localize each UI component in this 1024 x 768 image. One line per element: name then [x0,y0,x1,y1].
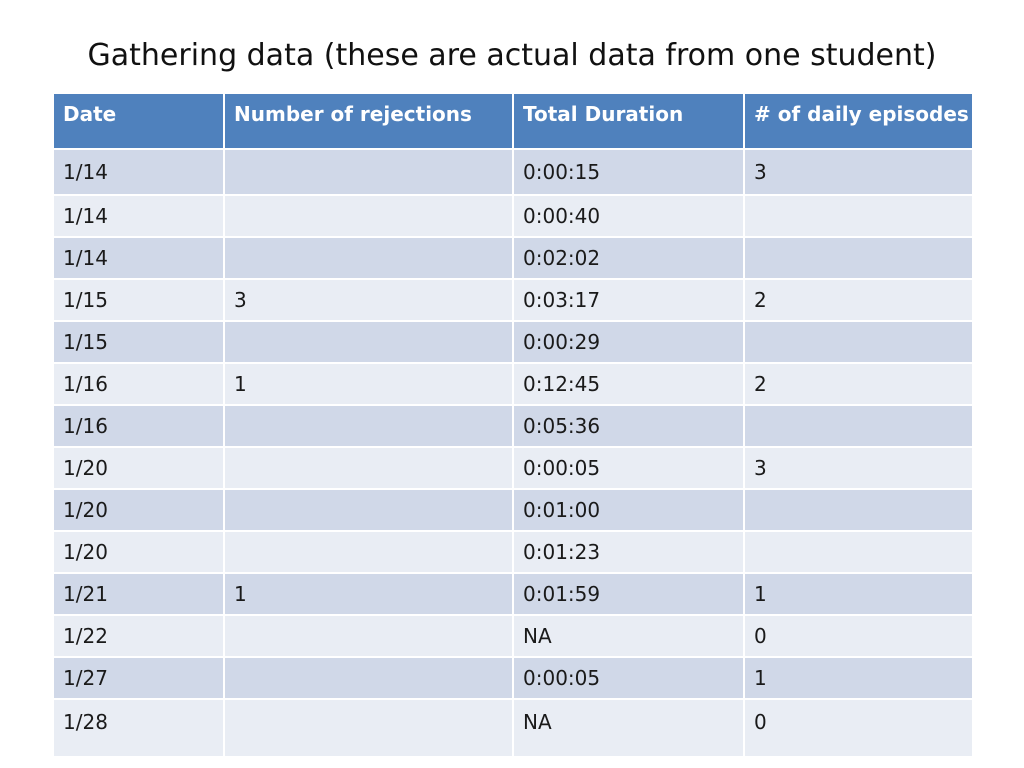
cell-rejections [223,194,514,238]
cell-rejections [223,530,514,574]
table-row: 1/20 0:00:05 3 [52,446,974,490]
cell-rejections [223,320,514,364]
table-row: 1/14 0:02:02 [52,236,974,280]
header-total-duration: Total Duration [512,92,745,150]
table-row: 1/14 0:00:15 3 [52,148,974,196]
cell-date: 1/27 [52,656,225,700]
cell-date: 1/22 [52,614,225,658]
cell-rejections: 1 [223,572,514,616]
cell-date: 1/20 [52,446,225,490]
cell-date: 1/20 [52,530,225,574]
cell-rejections: 3 [223,278,514,322]
table-row: 1/16 0:05:36 [52,404,974,448]
cell-episodes: 2 [743,362,974,406]
cell-rejections [223,404,514,448]
cell-duration: 0:01:00 [512,488,745,532]
cell-duration: 0:00:05 [512,446,745,490]
cell-rejections [223,236,514,280]
table-row: 1/15 0:00:29 [52,320,974,364]
data-table: Date Number of rejections Total Duration… [52,92,974,758]
cell-date: 1/15 [52,278,225,322]
cell-episodes: 3 [743,446,974,490]
cell-episodes: 2 [743,278,974,322]
cell-duration: 0:01:59 [512,572,745,616]
cell-date: 1/14 [52,194,225,238]
cell-duration: 0:01:23 [512,530,745,574]
cell-episodes [743,530,974,574]
cell-episodes: 3 [743,148,974,196]
cell-rejections [223,488,514,532]
cell-rejections [223,148,514,196]
slide-title: Gathering data (these are actual data fr… [87,38,937,73]
cell-date: 1/16 [52,362,225,406]
table-row: 1/20 0:01:00 [52,488,974,532]
header-daily-episodes: # of daily episodes [743,92,974,150]
cell-duration: 0:02:02 [512,236,745,280]
table-row: 1/14 0:00:40 [52,194,974,238]
cell-duration: NA [512,614,745,658]
table-row: 1/20 0:01:23 [52,530,974,574]
cell-duration: 0:05:36 [512,404,745,448]
cell-episodes: 0 [743,698,974,758]
cell-episodes [743,320,974,364]
cell-rejections [223,446,514,490]
cell-rejections [223,698,514,758]
cell-duration: 0:00:29 [512,320,745,364]
cell-duration: 0:00:15 [512,148,745,196]
cell-rejections: 1 [223,362,514,406]
cell-episodes: 1 [743,656,974,700]
table-row: 1/27 0:00:05 1 [52,656,974,700]
cell-date: 1/21 [52,572,225,616]
table-row: 1/15 3 0:03:17 2 [52,278,974,322]
cell-episodes [743,488,974,532]
cell-rejections [223,614,514,658]
cell-duration: NA [512,698,745,758]
cell-date: 1/14 [52,236,225,280]
table-row: 1/28 NA 0 [52,698,974,758]
cell-duration: 0:03:17 [512,278,745,322]
cell-rejections [223,656,514,700]
table-header-row: Date Number of rejections Total Duration… [52,92,974,150]
cell-date: 1/14 [52,148,225,196]
table-row: 1/16 1 0:12:45 2 [52,362,974,406]
header-number-of-rejections: Number of rejections [223,92,514,150]
cell-date: 1/15 [52,320,225,364]
cell-duration: 0:00:40 [512,194,745,238]
cell-duration: 0:00:05 [512,656,745,700]
cell-date: 1/20 [52,488,225,532]
cell-episodes [743,194,974,238]
cell-episodes [743,236,974,280]
cell-date: 1/28 [52,698,225,758]
cell-episodes: 1 [743,572,974,616]
cell-episodes: 0 [743,614,974,658]
table-row: 1/22 NA 0 [52,614,974,658]
cell-episodes [743,404,974,448]
table-row: 1/21 1 0:01:59 1 [52,572,974,616]
cell-duration: 0:12:45 [512,362,745,406]
header-date: Date [52,92,225,150]
cell-date: 1/16 [52,404,225,448]
